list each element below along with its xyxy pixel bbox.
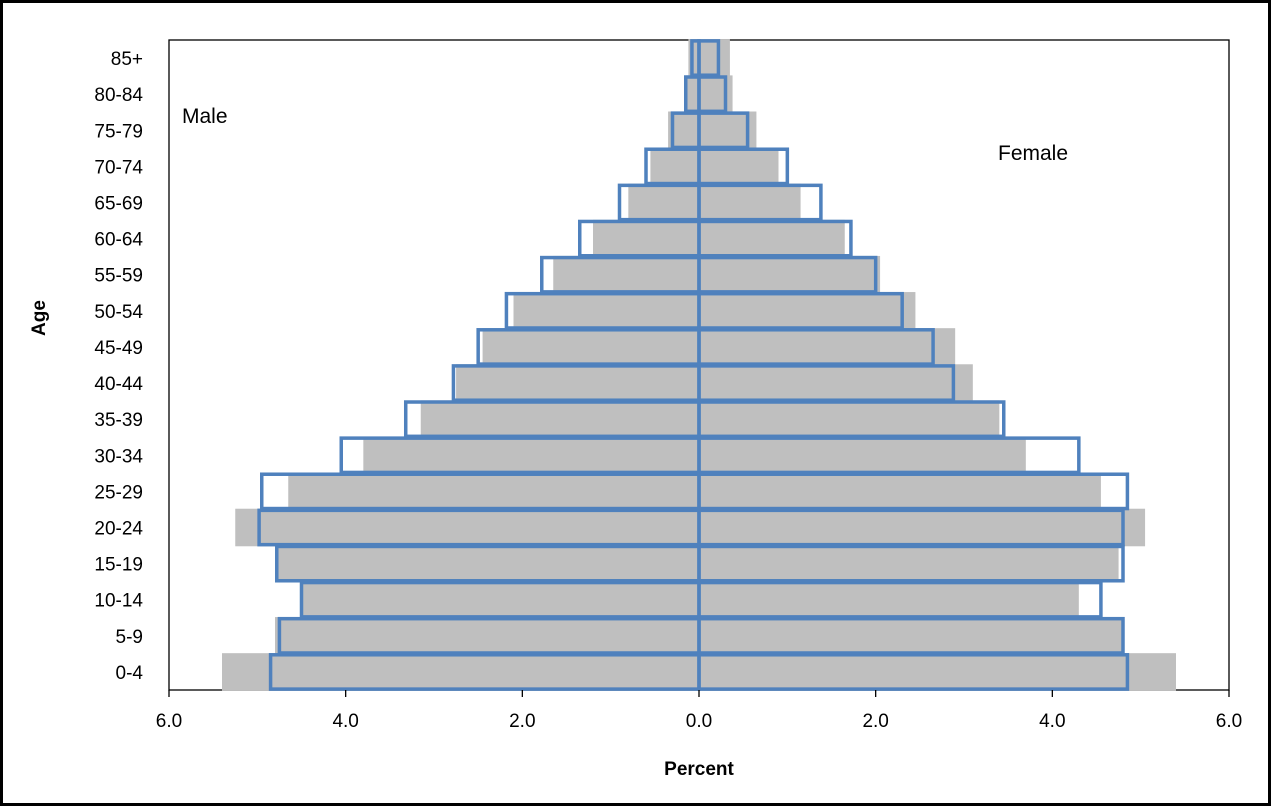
bar-female-filled-80-84 [699, 75, 733, 113]
bar-male-filled-65-69 [628, 183, 699, 222]
bar-male-filled-40-44 [456, 364, 699, 402]
x-tick-label: 2.0 [509, 711, 535, 732]
y-tick-label-25-29: 25-29 [94, 482, 143, 503]
bar-male-filled-85+ [688, 39, 699, 77]
bar-female-filled-30-34 [699, 436, 1026, 475]
y-tick-label-70-74: 70-74 [94, 157, 143, 178]
bar-female-filled-25-29 [699, 472, 1101, 511]
y-tick-label-0-4: 0-4 [116, 663, 144, 684]
bar-female-filled-65-69 [699, 183, 801, 222]
bar-male-filled-35-39 [420, 400, 699, 438]
y-axis-tick-labels: 0-4 5-9 10-14 15-19 20-24 25-29 30-34 35-39 40-4… [94, 49, 143, 684]
y-tick-label-50-54: 50-54 [94, 302, 143, 323]
x-tick-label: 2.0 [862, 711, 888, 732]
x-tick-label: 6.0 [1216, 711, 1242, 732]
bar-female-filled-55-59 [699, 255, 881, 294]
y-tick-label-15-19: 15-19 [94, 555, 143, 576]
y-tick-label-60-64: 60-64 [94, 230, 143, 251]
y-tick-label-40-44: 40-44 [94, 374, 143, 395]
bar-male-filled-20-24 [235, 508, 699, 547]
bar-female-filled-5-9 [699, 617, 1123, 655]
bar-female-filled-10-14 [699, 580, 1079, 619]
bar-male-filled-0-4 [222, 653, 699, 691]
y-tick-label-80-84: 80-84 [94, 85, 143, 106]
bar-female-filled-20-24 [699, 508, 1146, 547]
filled-series [222, 39, 1176, 691]
y-tick-label-85+: 85+ [111, 49, 143, 70]
y-tick-label-75-79: 75-79 [94, 121, 143, 142]
y-tick-label-20-24: 20-24 [94, 519, 143, 540]
bar-female-filled-50-54 [699, 292, 916, 330]
x-axis-ticks: 6.0 4.0 2.0 0.0 2.0 4.0 6.0 [156, 690, 1242, 732]
bar-male-filled-70-74 [650, 147, 699, 186]
y-tick-label-35-39: 35-39 [94, 410, 143, 431]
bar-male-filled-50-54 [513, 292, 699, 330]
x-tick-label: 0.0 [686, 711, 712, 732]
y-tick-label-30-34: 30-34 [94, 446, 143, 467]
bar-male-filled-15-19 [275, 544, 699, 583]
bar-female-filled-85+ [699, 39, 730, 77]
bar-male-filled-60-64 [593, 219, 699, 258]
x-axis-title: Percent [664, 759, 734, 780]
bar-female-filled-35-39 [699, 400, 1000, 438]
y-tick-label-45-49: 45-49 [94, 338, 143, 359]
bar-male-filled-30-34 [363, 436, 699, 475]
y-tick-label-5-9: 5-9 [116, 627, 143, 648]
x-tick-label: 4.0 [1039, 711, 1065, 732]
bar-female-filled-60-64 [699, 219, 845, 258]
bar-female-filled-70-74 [699, 147, 779, 186]
bar-male-filled-55-59 [553, 255, 699, 294]
bar-female-filled-15-19 [699, 544, 1119, 583]
y-tick-label-65-69: 65-69 [94, 194, 143, 215]
bar-male-filled-45-49 [482, 328, 699, 366]
x-tick-label: 4.0 [332, 711, 358, 732]
y-tick-label-10-14: 10-14 [94, 591, 143, 612]
bar-female-filled-40-44 [699, 364, 973, 402]
bar-female-filled-45-49 [699, 328, 956, 366]
bar-male-filled-10-14 [301, 580, 699, 619]
bar-male-filled-80-84 [685, 75, 699, 113]
male-annotation: Male [182, 105, 228, 128]
female-annotation: Female [998, 142, 1068, 165]
bar-male-filled-25-29 [288, 472, 699, 511]
bar-male-filled-5-9 [275, 617, 699, 655]
bar-female-filled-0-4 [699, 653, 1176, 691]
y-axis-title: Age [29, 300, 50, 336]
y-tick-label-55-59: 55-59 [94, 266, 143, 287]
x-tick-label: 6.0 [156, 711, 182, 732]
